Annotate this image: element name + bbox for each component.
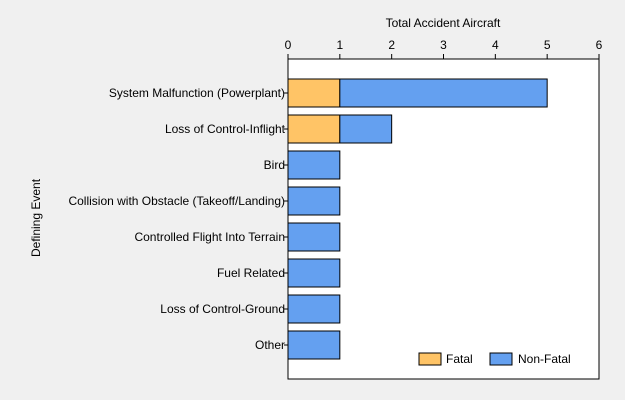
category-label: Loss of Control-Ground [160, 302, 285, 316]
x-tick-label: 6 [596, 38, 603, 52]
bar-non-fatal [287, 330, 341, 360]
x-tick-label: 5 [544, 38, 551, 52]
category-label: Collision with Obstacle (Takeoff/Landing… [68, 194, 285, 208]
bar-non-fatal [287, 222, 341, 252]
bar-non-fatal [287, 294, 341, 324]
legend-swatch-fatal [418, 352, 442, 366]
category-label: Bird [264, 158, 285, 172]
category-label: Loss of Control-Inflight [165, 122, 286, 136]
x-tick-label: 3 [440, 38, 447, 52]
x-axis-label: Total Accident Aircraft [386, 16, 501, 30]
legend: Fatal Non-Fatal [418, 352, 571, 366]
category-label: System Malfunction (Powerplant) [109, 86, 285, 100]
bar-non-fatal [287, 150, 341, 180]
bar-fatal [287, 114, 341, 144]
legend-label-non-fatal: Non-Fatal [518, 352, 571, 366]
x-tick-label: 1 [336, 38, 343, 52]
x-tick-label: 4 [492, 38, 499, 52]
bar-non-fatal [339, 78, 548, 108]
x-tick-label: 2 [388, 38, 395, 52]
y-axis-label: Defining Event [29, 178, 43, 257]
category-label: Fuel Related [217, 266, 285, 280]
legend-swatch-non-fatal [489, 352, 513, 366]
bar-non-fatal [339, 114, 393, 144]
category-label: Controlled Flight Into Terrain [134, 230, 285, 244]
bar-non-fatal [287, 258, 341, 288]
x-tick-label: 0 [285, 38, 292, 52]
bar-non-fatal [287, 186, 341, 216]
legend-label-fatal: Fatal [446, 352, 473, 366]
bar-fatal [287, 78, 341, 108]
category-label: Other [255, 338, 285, 352]
plot-area [287, 58, 600, 380]
